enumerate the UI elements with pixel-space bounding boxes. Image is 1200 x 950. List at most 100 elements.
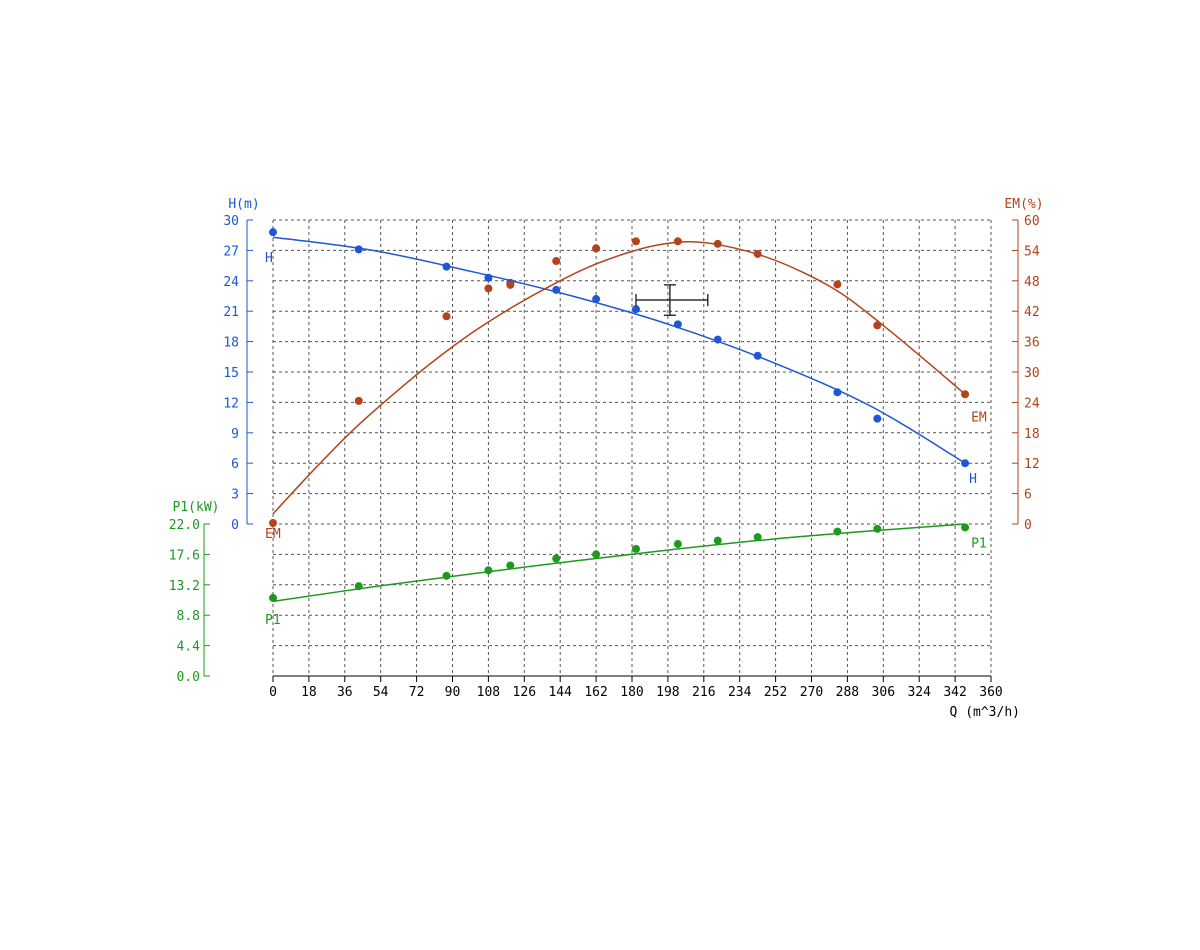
series-label-p1: P1	[971, 536, 987, 551]
data-point-p1	[713, 536, 722, 545]
data-point-em	[753, 249, 762, 258]
em-tick-label: 54	[1024, 244, 1040, 259]
em-tick-label: 0	[1024, 518, 1032, 533]
data-point-em	[354, 396, 363, 405]
em-tick-label: 30	[1024, 366, 1040, 381]
data-point-p1	[631, 544, 640, 553]
h-tick-label: 21	[223, 305, 239, 320]
x-tick-label: 234	[728, 685, 752, 700]
series-curves	[272, 236, 966, 603]
x-tick-label: 18	[301, 685, 317, 700]
em-axis-title: EM(%)	[1004, 197, 1043, 212]
x-tick-label: 252	[764, 685, 787, 700]
series-label-p1: P1	[265, 613, 281, 628]
data-point-h	[961, 459, 970, 468]
data-point-h	[833, 388, 842, 397]
data-point-em	[506, 280, 515, 289]
data-point-em	[873, 321, 882, 330]
curve-em	[272, 241, 966, 515]
data-point-em	[442, 312, 451, 321]
x-tick-label: 144	[548, 685, 572, 700]
x-tick-label: 180	[620, 685, 643, 700]
h-tick-label: 27	[223, 244, 239, 259]
series-label-em: EM	[265, 527, 281, 542]
x-tick-label: 90	[445, 685, 461, 700]
operating-point	[635, 284, 709, 317]
h-axis-title: H(m)	[228, 197, 259, 212]
x-tick-label: 36	[337, 685, 353, 700]
data-point-em	[631, 237, 640, 246]
em-tick-label: 42	[1024, 305, 1040, 320]
axes: 0 18 36 54 72 90 108 126 144 162 180 198 216 234 252 27…	[169, 197, 1044, 720]
data-point-em	[673, 237, 682, 246]
data-point-p1	[961, 523, 970, 532]
data-point-p1	[484, 566, 493, 575]
data-point-em	[713, 239, 722, 248]
h-tick-label: 6	[231, 457, 239, 472]
em-tick-label: 24	[1024, 396, 1040, 411]
x-tick-label: 306	[872, 685, 895, 700]
em-tick-label: 36	[1024, 336, 1040, 351]
series-label-em: EM	[971, 410, 987, 425]
data-point-p1	[833, 527, 842, 536]
p1-tick-label: 0.0	[177, 670, 200, 685]
data-point-em	[961, 390, 970, 399]
series-label-h: H	[265, 251, 273, 266]
data-point-h	[442, 262, 451, 271]
data-point-h	[713, 335, 722, 344]
data-point-em	[269, 518, 277, 527]
data-point-p1	[873, 524, 882, 533]
x-tick-label: 54	[373, 685, 389, 700]
curve-p1	[272, 523, 966, 603]
h-tick-label: 24	[223, 275, 239, 290]
p1-tick-label: 17.6	[169, 548, 200, 563]
data-point-p1	[354, 582, 363, 591]
data-point-p1	[269, 593, 277, 602]
x-tick-label: 198	[656, 685, 679, 700]
p1-tick-label: 8.8	[177, 609, 200, 624]
p1-tick-label: 4.4	[177, 640, 201, 655]
x-tick-label: 72	[409, 685, 425, 700]
series-markers	[269, 228, 970, 602]
data-point-p1	[592, 550, 601, 559]
data-point-p1	[552, 554, 561, 563]
x-tick-label: 126	[513, 685, 536, 700]
data-point-h	[631, 305, 640, 314]
h-tick-label: 30	[223, 214, 239, 229]
em-tick-label: 6	[1024, 488, 1032, 503]
data-point-h	[673, 320, 682, 329]
p1-axis-title: P1(kW)	[173, 500, 220, 515]
data-point-h	[873, 414, 882, 423]
data-point-h	[484, 273, 493, 282]
series-label-h: H	[969, 472, 977, 487]
x-tick-label: 108	[477, 685, 500, 700]
x-tick-label: 270	[800, 685, 823, 700]
em-tick-label: 18	[1024, 427, 1040, 442]
em-tick-label: 12	[1024, 457, 1040, 472]
data-point-h	[592, 295, 601, 304]
h-tick-label: 9	[231, 427, 239, 442]
data-point-p1	[753, 533, 762, 542]
data-point-h	[269, 228, 277, 237]
data-point-em	[592, 244, 601, 253]
x-tick-label: 216	[692, 685, 715, 700]
grid	[272, 219, 992, 677]
data-point-h	[354, 245, 363, 254]
x-tick-label: 324	[907, 685, 931, 700]
data-point-em	[552, 257, 561, 266]
em-tick-label: 48	[1024, 275, 1040, 290]
h-tick-label: 15	[223, 366, 239, 381]
x-tick-label: 342	[943, 685, 966, 700]
data-point-p1	[442, 571, 451, 580]
em-tick-label: 60	[1024, 214, 1040, 229]
x-tick-label: 360	[979, 685, 1002, 700]
series-labels: H H EM EM P1 P1	[265, 251, 987, 628]
p1-tick-label: 22.0	[169, 518, 200, 533]
h-tick-label: 0	[231, 518, 239, 533]
p1-tick-label: 13.2	[169, 579, 200, 594]
data-point-p1	[506, 561, 515, 570]
data-point-em	[833, 280, 842, 289]
data-point-h	[753, 351, 762, 360]
data-point-em	[484, 284, 493, 293]
